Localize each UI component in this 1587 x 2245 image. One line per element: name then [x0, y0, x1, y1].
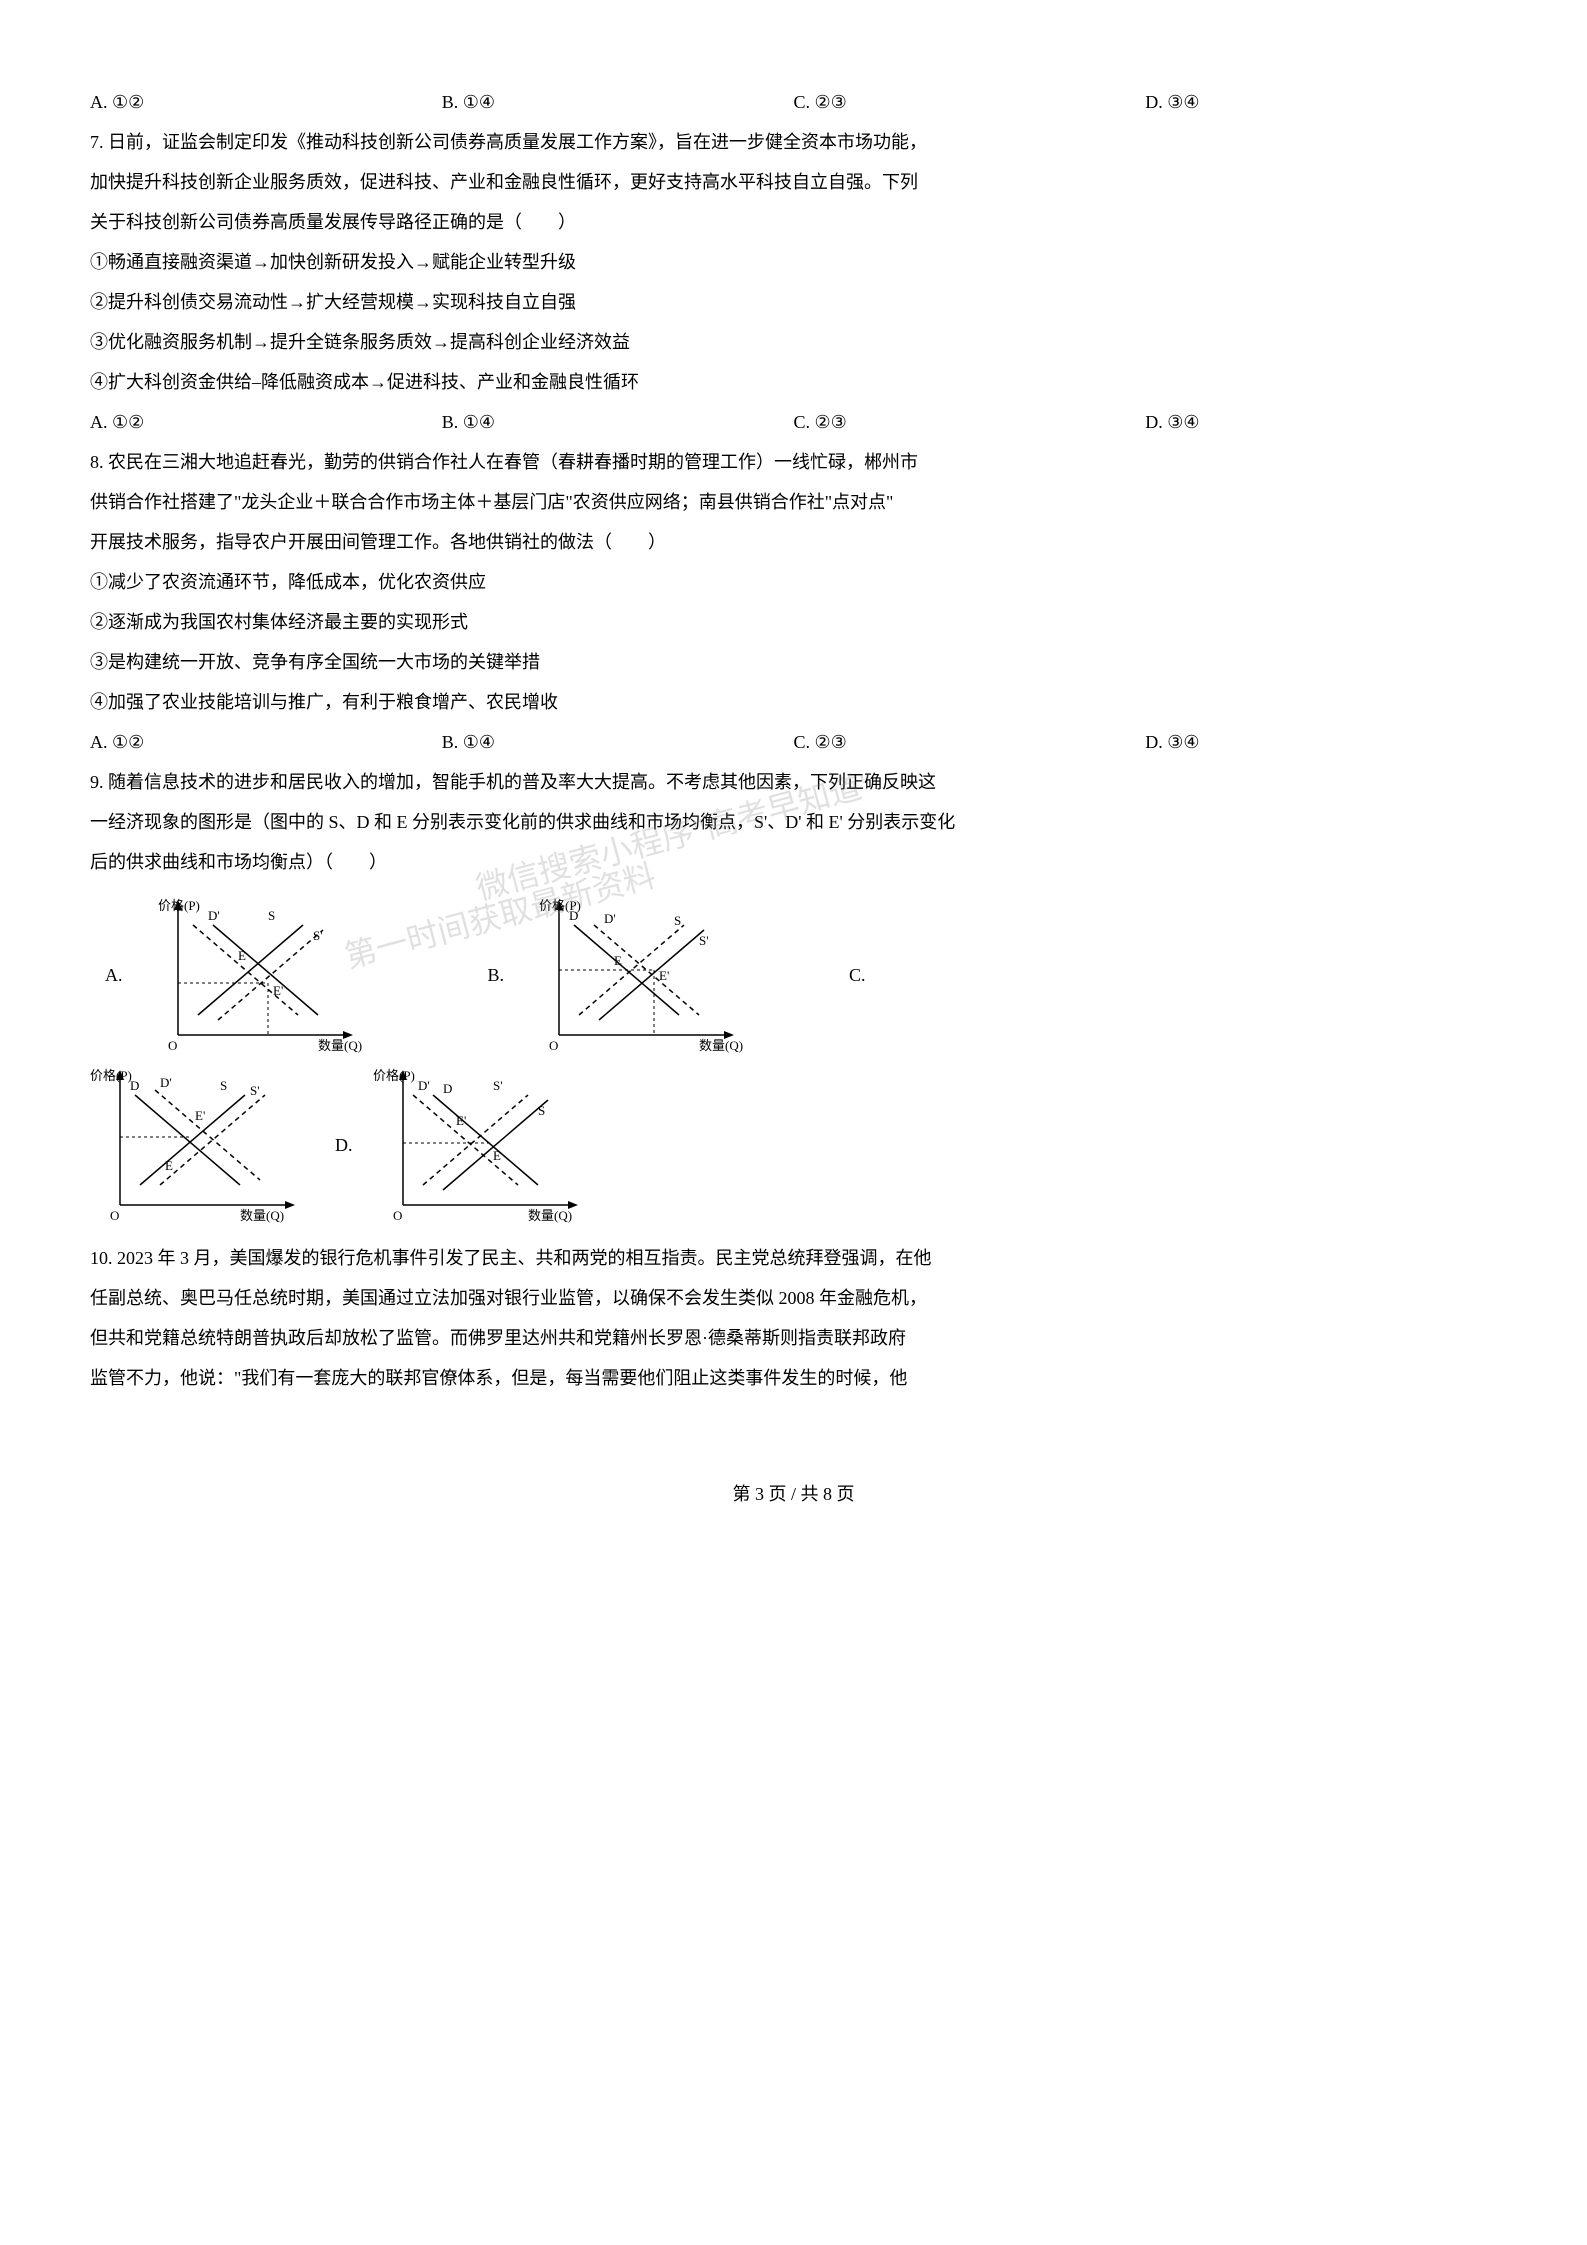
q8-line3: 开展技术服务，指导农户开展田间管理工作。各地供销社的做法（ ）: [90, 524, 1497, 560]
svg-text:O: O: [393, 1208, 402, 1223]
q8-options-row: A. ①② B. ①④ C. ②③ D. ③④: [90, 724, 1497, 760]
q8-option-c: C. ②③: [794, 724, 1146, 760]
chart-row-2: 价格(P) O 数量(Q) D D' S S' E' E: [90, 1065, 1497, 1225]
svg-text:O: O: [168, 1038, 177, 1053]
svg-text:D': D': [160, 1075, 172, 1090]
svg-text:E: E: [493, 1148, 501, 1163]
svg-text:S: S: [674, 913, 681, 928]
q9-charts: A. 价格(P) O 数量(Q) D' S S': [90, 895, 1497, 1225]
chart-row-1: A. 价格(P) O 数量(Q) D' S S': [90, 895, 1497, 1055]
svg-text:E': E': [659, 968, 669, 983]
q8-option-d: D. ③④: [1145, 724, 1497, 760]
q7-option-a: A. ①②: [90, 404, 442, 440]
chart-label-b: B.: [488, 957, 505, 993]
svg-text:价格(P): 价格(P): [373, 1068, 415, 1083]
q6-option-c: C. ②③: [794, 84, 1146, 120]
q7-line1: 7. 日前，证监会制定印发《推动科技创新公司债券高质量发展工作方案》，旨在进一步…: [90, 124, 1497, 160]
q8-line2: 供销合作社搭建了"龙头企业＋联合合作市场主体＋基层门店"农资供应网络；南县供销合…: [90, 484, 1497, 520]
q7-option-d: D. ③④: [1145, 404, 1497, 440]
chart-a: 价格(P) O 数量(Q) D' S S' E: [138, 895, 368, 1055]
q8-line1: 8. 农民在三湘大地追赶春光，勤劳的供销合作社人在春管（春耕春播时期的管理工作）…: [90, 444, 1497, 480]
q6-options-row: A. ①② B. ①④ C. ②③ D. ③④: [90, 84, 1497, 120]
svg-text:E: E: [165, 1158, 173, 1173]
svg-text:D: D: [569, 908, 578, 923]
q8-item3: ③是构建统一开放、竞争有序全国统一大市场的关键举措: [90, 644, 1497, 680]
svg-text:E: E: [614, 953, 622, 968]
q7-line2: 加快提升科技创新企业服务质效，促进科技、产业和金融良性循环，更好支持高水平科技自…: [90, 164, 1497, 200]
svg-text:O: O: [110, 1208, 119, 1223]
svg-text:D: D: [130, 1078, 139, 1093]
q10-line3: 但共和党籍总统特朗普执政后却放松了监管。而佛罗里达州共和党籍州长罗恩·德桑蒂斯则…: [90, 1320, 1497, 1356]
q7-line3: 关于科技创新公司债券高质量发展传导路径正确的是（ ）: [90, 204, 1497, 240]
chart-d: 价格(P) O 数量(Q) D' D S' S E' E: [368, 1065, 598, 1225]
svg-text:S': S': [313, 928, 323, 943]
q6-option-d: D. ③④: [1145, 84, 1497, 120]
svg-text:D': D': [418, 1078, 430, 1093]
q7-option-c: C. ②③: [794, 404, 1146, 440]
q10-line2: 任副总统、奥巴马任总统时期，美国通过立法加强对银行业监管，以确保不会发生类似 2…: [90, 1280, 1497, 1316]
q8-option-b: B. ①④: [442, 724, 794, 760]
svg-text:D': D': [604, 911, 616, 926]
document-content: 微信搜索小程序"高考早知道" 第一时间获取最新资料 A. ①② B. ①④ C.…: [90, 84, 1497, 1512]
svg-text:S': S': [699, 933, 709, 948]
q9-line1: 9. 随着信息技术的进步和居民收入的增加，智能手机的普及率大大提高。不考虑其他因…: [90, 764, 1497, 800]
q7-item2: ②提升科创债交易流动性→扩大经营规模→实现科技自立自强: [90, 284, 1497, 320]
svg-text:O: O: [549, 1038, 558, 1053]
q10-line1: 10. 2023 年 3 月，美国爆发的银行危机事件引发了民主、共和两党的相互指…: [90, 1240, 1497, 1276]
svg-text:E: E: [238, 948, 246, 963]
q8-item2: ②逐渐成为我国农村集体经济最主要的实现形式: [90, 604, 1497, 640]
chart-label-c: C.: [849, 957, 866, 993]
chart-label-d: D.: [335, 1127, 353, 1163]
q9-line2: 一经济现象的图形是（图中的 S、D 和 E 分别表示变化前的供求曲线和市场均衡点…: [90, 804, 1497, 840]
chart-label-a: A.: [105, 957, 123, 993]
svg-text:数量(Q): 数量(Q): [528, 1208, 572, 1223]
svg-text:S': S': [250, 1083, 260, 1098]
svg-text:E': E': [456, 1113, 466, 1128]
svg-text:S: S: [220, 1078, 227, 1093]
q7-item3: ③优化融资服务机制→提升全链条服务质效→提高科创企业经济效益: [90, 324, 1497, 360]
svg-text:D: D: [443, 1081, 452, 1096]
svg-text:价格(P): 价格(P): [90, 1068, 132, 1083]
svg-text:数量(Q): 数量(Q): [318, 1038, 362, 1053]
q7-item1: ①畅通直接融资渠道→加快创新研发投入→赋能企业转型升级: [90, 244, 1497, 280]
svg-text:E': E': [273, 983, 283, 998]
q10-line4: 监管不力，他说："我们有一套庞大的联邦官僚体系，但是，每当需要他们阻止这类事件发…: [90, 1360, 1497, 1396]
q7-options-row: A. ①② B. ①④ C. ②③ D. ③④: [90, 404, 1497, 440]
svg-text:D': D': [208, 908, 220, 923]
q8-item4: ④加强了农业技能培训与推广，有利于粮食增产、农民增收: [90, 684, 1497, 720]
svg-text:S: S: [268, 908, 275, 923]
q6-option-a: A. ①②: [90, 84, 442, 120]
svg-text:数量(Q): 数量(Q): [699, 1038, 743, 1053]
q6-option-b: B. ①④: [442, 84, 794, 120]
svg-text:数量(Q): 数量(Q): [240, 1208, 284, 1223]
svg-text:E': E': [195, 1108, 205, 1123]
q8-option-a: A. ①②: [90, 724, 442, 760]
chart-c: 价格(P) O 数量(Q) D D' S S' E' E: [90, 1065, 320, 1225]
chart-b: 价格(P) O 数量(Q) D D' S S' E E': [519, 895, 749, 1055]
svg-text:S: S: [538, 1103, 545, 1118]
q7-item4: ④扩大科创资金供给–降低融资成本→促进科技、产业和金融良性循环: [90, 364, 1497, 400]
q9-line3: 后的供求曲线和市场均衡点）（ ）: [90, 844, 1497, 880]
q7-option-b: B. ①④: [442, 404, 794, 440]
svg-text:S': S': [493, 1078, 503, 1093]
q8-item1: ①减少了农资流通环节，降低成本，优化农资供应: [90, 564, 1497, 600]
page-footer: 第 3 页 / 共 8 页: [90, 1476, 1497, 1512]
